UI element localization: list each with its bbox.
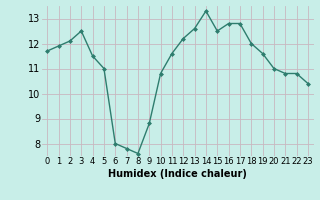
X-axis label: Humidex (Indice chaleur): Humidex (Indice chaleur) [108, 169, 247, 179]
